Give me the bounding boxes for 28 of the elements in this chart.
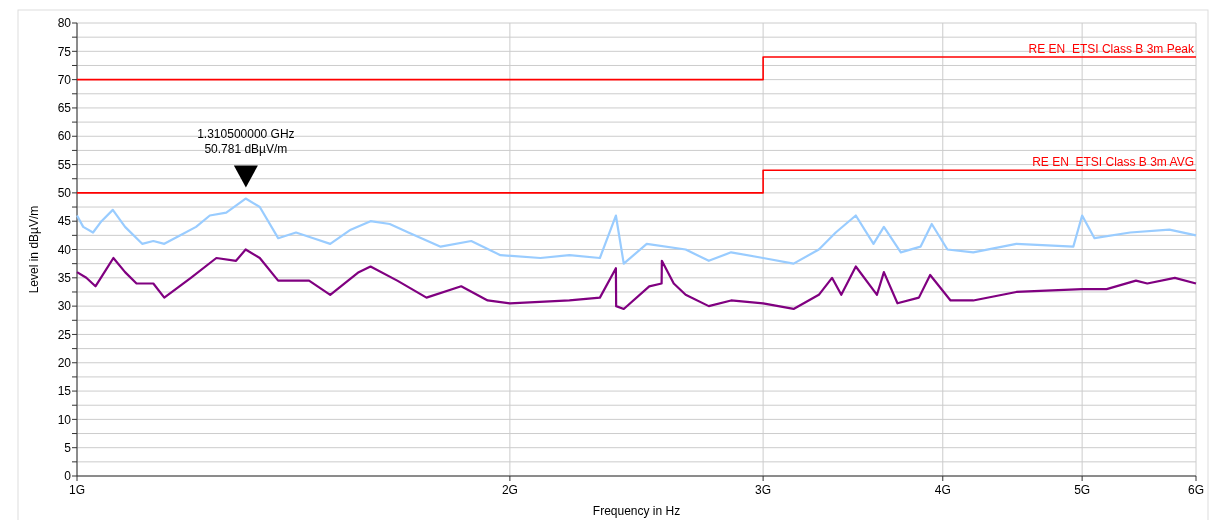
x-tick-label: 4G bbox=[934, 483, 951, 497]
y-axis-title: Level in dBµV/m bbox=[27, 205, 41, 294]
x-tick-label: 2G bbox=[501, 483, 518, 497]
y-tick-label: 65 bbox=[57, 101, 72, 116]
y-tick-label: 5 bbox=[64, 440, 72, 455]
y-tick-label: 60 bbox=[57, 129, 72, 144]
y-tick-label: 30 bbox=[57, 299, 72, 314]
y-tick-label: 45 bbox=[57, 214, 72, 229]
y-tick-label: 10 bbox=[57, 412, 72, 427]
series-label: RE EN ETSI Class B 3m Peak bbox=[1028, 41, 1195, 56]
y-tick-label: 80 bbox=[57, 16, 72, 31]
y-tick-label: 75 bbox=[57, 44, 72, 59]
x-tick-label: 1G bbox=[68, 483, 86, 497]
y-tick-label: 50 bbox=[57, 186, 72, 201]
y-tick-label: 35 bbox=[57, 271, 72, 286]
x-tick-label: 6G bbox=[1187, 483, 1205, 497]
y-tick-label: 40 bbox=[57, 242, 72, 257]
y-tick-label: 25 bbox=[57, 327, 72, 342]
x-tick-label: 5G bbox=[1074, 483, 1091, 497]
y-tick-label: 15 bbox=[57, 384, 72, 399]
y-tick-label: 55 bbox=[57, 157, 72, 172]
series-label: RE EN ETSI Class B 3m AVG bbox=[1032, 155, 1194, 170]
x-tick-label: 3G bbox=[755, 483, 772, 497]
annotation: 1.310500000 GHz 50.781 dBµV/m bbox=[197, 127, 295, 157]
x-axis-title: Frequency in Hz bbox=[592, 504, 681, 518]
y-tick-label: 70 bbox=[57, 72, 72, 87]
y-tick-label: 20 bbox=[57, 355, 72, 370]
y-tick-label: 0 bbox=[64, 469, 72, 484]
